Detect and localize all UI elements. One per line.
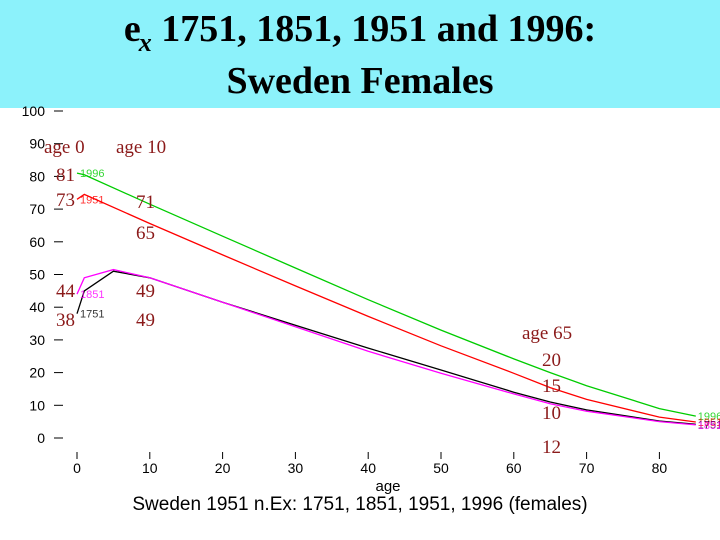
chart-annotations: age 0 81 73 44 38 age 10 71 65 49 49 age 65 20 15 10 1… bbox=[44, 137, 572, 458]
x-tick-label: 70 bbox=[579, 460, 595, 476]
x-axis: 0 10 20 30 40 50 60 70 80 bbox=[73, 452, 667, 476]
y-tick-label: 10 bbox=[29, 397, 45, 413]
y-tick-label: 20 bbox=[29, 365, 45, 381]
series-end-label-1951: 1951 bbox=[698, 417, 720, 429]
series-line-1751 bbox=[76, 270, 696, 425]
annotation-age10-value: 71 bbox=[136, 192, 155, 213]
x-tick-label: 30 bbox=[288, 460, 304, 476]
x-tick-label: 40 bbox=[360, 460, 376, 476]
annotation-age10-header: age 10 bbox=[116, 137, 166, 158]
annotation-age65-value: 10 bbox=[542, 403, 561, 424]
y-tick-label: 0 bbox=[37, 430, 45, 446]
annotation-age65-value: 12 bbox=[542, 437, 561, 458]
x-tick-label: 60 bbox=[506, 460, 522, 476]
slide-title-line-2: Sweden Females bbox=[226, 60, 494, 102]
y-tick-label: 80 bbox=[29, 168, 45, 184]
series-line-1996 bbox=[76, 172, 696, 417]
y-tick-label: 90 bbox=[29, 136, 45, 152]
slide-title-line-1: ex 1751, 1851, 1951 and 1996: bbox=[0, 6, 720, 57]
annotation-age65-value: 15 bbox=[542, 376, 561, 397]
annotation-age65-value: 20 bbox=[542, 350, 561, 371]
y-tick-label: 50 bbox=[29, 267, 45, 283]
x-tick-label: 10 bbox=[142, 460, 158, 476]
series-start-label-1996: 1996 bbox=[80, 168, 104, 180]
series-end-label-1851: 1851 bbox=[698, 420, 720, 432]
annotation-age0-value: 73 bbox=[56, 190, 75, 211]
annotation-age10-value: 49 bbox=[136, 310, 155, 331]
y-tick-label: 100 bbox=[22, 103, 46, 119]
title-bar: ex 1751, 1851, 1951 and 1996: Sweden Fem… bbox=[0, 0, 720, 108]
series-line-1851 bbox=[76, 268, 696, 426]
annotation-age0-value: 44 bbox=[56, 281, 76, 302]
title-ex-symbol: e bbox=[123, 8, 141, 50]
y-tick-label: 60 bbox=[29, 234, 45, 250]
x-tick-label: 80 bbox=[652, 460, 668, 476]
series-start-label-1951: 1951 bbox=[80, 194, 104, 206]
series-end-label-1996: 1996 bbox=[698, 411, 720, 423]
x-tick-label: 0 bbox=[73, 460, 81, 476]
annotation-age10-value: 49 bbox=[136, 281, 155, 302]
chart-caption: Sweden 1951 n.Ex: 1751, 1851, 1951, 1996… bbox=[132, 494, 587, 515]
y-tick-label: 30 bbox=[29, 332, 45, 348]
title-years: 1751, 1851, 1951 and 1996: bbox=[151, 8, 597, 50]
y-tick-label: 70 bbox=[29, 201, 45, 217]
series-line-1951 bbox=[76, 193, 696, 423]
series-lines bbox=[76, 172, 696, 426]
annotation-age0-header: age 0 bbox=[44, 137, 85, 158]
title-ex-subscript: x bbox=[138, 28, 152, 57]
annotation-age0-value: 38 bbox=[56, 310, 75, 331]
annotation-age65-header: age 65 bbox=[522, 323, 572, 344]
x-axis-label: age bbox=[375, 478, 400, 495]
x-tick-label: 50 bbox=[433, 460, 449, 476]
y-tick-label: 40 bbox=[29, 299, 45, 315]
x-tick-label: 20 bbox=[215, 460, 231, 476]
series-end-label-1751: 1751 bbox=[698, 419, 720, 431]
series-start-label-1751: 1751 bbox=[80, 309, 104, 321]
annotation-age10-value: 65 bbox=[136, 223, 155, 244]
series-start-label-1851: 1851 bbox=[80, 289, 104, 301]
annotation-age0-value: 81 bbox=[56, 165, 75, 186]
